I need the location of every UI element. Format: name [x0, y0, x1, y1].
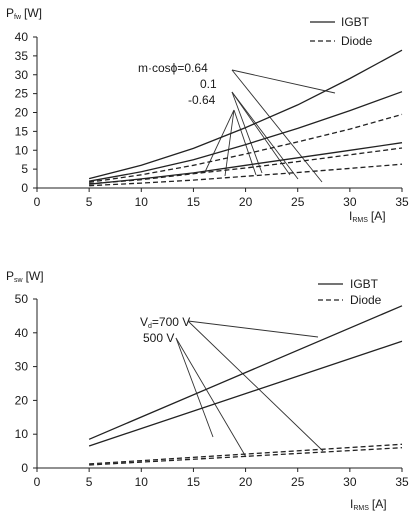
x-tick-label: 0 [34, 475, 41, 489]
annotation-param-01: 0.1 [200, 77, 217, 91]
y-axis-title-unit: [W] [24, 6, 42, 20]
leader-line [231, 91, 291, 176]
igbt-curve [88, 305, 403, 440]
legend-diode-label: Diode [341, 34, 373, 48]
x-tick-label: 5 [86, 195, 93, 209]
leader-line [231, 69, 323, 183]
diode-curve [89, 443, 403, 465]
x-axis-title-main: I [350, 497, 353, 511]
y-tick-label: 40 [15, 30, 29, 44]
x-tick-label: 15 [187, 475, 201, 489]
y-tick-label: 10 [15, 143, 29, 157]
x-tick-label: 35 [395, 475, 409, 489]
legend-igbt-label: IGBT [350, 277, 379, 291]
y-tick-label: 40 [15, 326, 29, 340]
y-tick-label: 0 [21, 181, 28, 195]
legend: IGBT Diode [318, 277, 382, 307]
chart-switching-losses: Psw [W] IRMS [A] IGBT Diode Vd=700 V 500 V… [6, 269, 409, 512]
leader-line [187, 320, 319, 338]
x-tick-label: 20 [239, 195, 253, 209]
igbt-curve [89, 142, 403, 185]
annotation-param-neg064: -0.64 [188, 93, 216, 107]
y-axis-title: Pfw [W] [6, 6, 42, 21]
leader-line [231, 91, 299, 180]
y-tick-label: 15 [15, 124, 29, 138]
y-tick-label: 35 [15, 49, 29, 63]
y-axis-title-main: P [6, 6, 14, 20]
leader-line [187, 320, 324, 452]
x-tick-label: 0 [34, 195, 41, 209]
x-tick-label: 5 [86, 475, 93, 489]
y-tick-label: 25 [15, 87, 29, 101]
annotation-param-064: m·cosϕ=0.64 [138, 61, 208, 75]
x-tick-label: 20 [239, 475, 253, 489]
x-axis-title-sub: RMS [353, 505, 369, 512]
y-axis-title-sub: sw [14, 277, 24, 284]
x-tick-label: 15 [187, 195, 201, 209]
x-axis-title-unit: [A] [372, 497, 387, 511]
y-tick-label: 30 [15, 360, 29, 374]
igbt-curve [88, 340, 403, 447]
x-axis-title-sub: RMS [352, 217, 368, 224]
y-tick-label: 5 [21, 162, 28, 176]
x-tick-label: 25 [291, 195, 305, 209]
x-tick-label: 30 [343, 475, 357, 489]
y-axis-title-sub: fw [14, 14, 22, 21]
svg-text:Psw[W]: Psw [W] [6, 269, 44, 284]
diode-curve [89, 113, 403, 183]
leader-line [231, 91, 263, 174]
x-tick-label: 30 [343, 195, 357, 209]
leader-lines [204, 69, 336, 183]
y-tick-label: 20 [15, 106, 29, 120]
diode-curve [89, 163, 403, 187]
x-axis-title: IRMS [A] [350, 497, 387, 512]
y-axis-title: Psw [W] [6, 269, 44, 284]
svg-text:Pfw[W]: Pfw [W] [6, 6, 42, 21]
annotation-500v: 500 V [143, 331, 174, 345]
diode-curve [89, 147, 403, 185]
x-tick-label: 25 [291, 475, 305, 489]
leader-line [231, 69, 336, 94]
y-tick-label: 0 [21, 461, 28, 475]
y-tick-label: 10 [15, 427, 29, 441]
y-tick-label: 30 [15, 68, 29, 82]
annotation-vd-700: Vd=700 V [140, 315, 190, 330]
leader-line [175, 337, 214, 438]
igbt-curve [88, 49, 403, 180]
x-axis-title-main: I [349, 209, 352, 223]
legend: IGBT Diode [310, 15, 373, 48]
x-tick-label: 35 [395, 195, 409, 209]
y-tick-label: 20 [15, 393, 29, 407]
igbt-curve [88, 91, 403, 182]
svg-text:IRMS[A]: IRMS [A] [350, 497, 387, 512]
leader-line [224, 109, 235, 177]
legend-diode-label: Diode [350, 293, 382, 307]
x-axis-title-unit: [A] [371, 209, 386, 223]
svg-text:IRMS[A]: IRMS [A] [349, 209, 386, 224]
x-tick-label: 10 [135, 475, 149, 489]
legend-igbt-label: IGBT [341, 15, 370, 29]
leader-line [175, 337, 247, 458]
x-axis-title: IRMS [A] [349, 209, 386, 224]
y-tick-label: 50 [15, 292, 29, 306]
y-axis-title-unit: [W] [26, 269, 44, 283]
diode-curve [89, 447, 403, 466]
leader-lines [175, 320, 324, 458]
x-tick-label: 10 [135, 195, 149, 209]
chart-forward-losses: Pfw [W] IRMS [A] IGBT Diode m·cosϕ=0.64 0.… [6, 6, 409, 224]
y-axis-title-main: P [6, 269, 14, 283]
